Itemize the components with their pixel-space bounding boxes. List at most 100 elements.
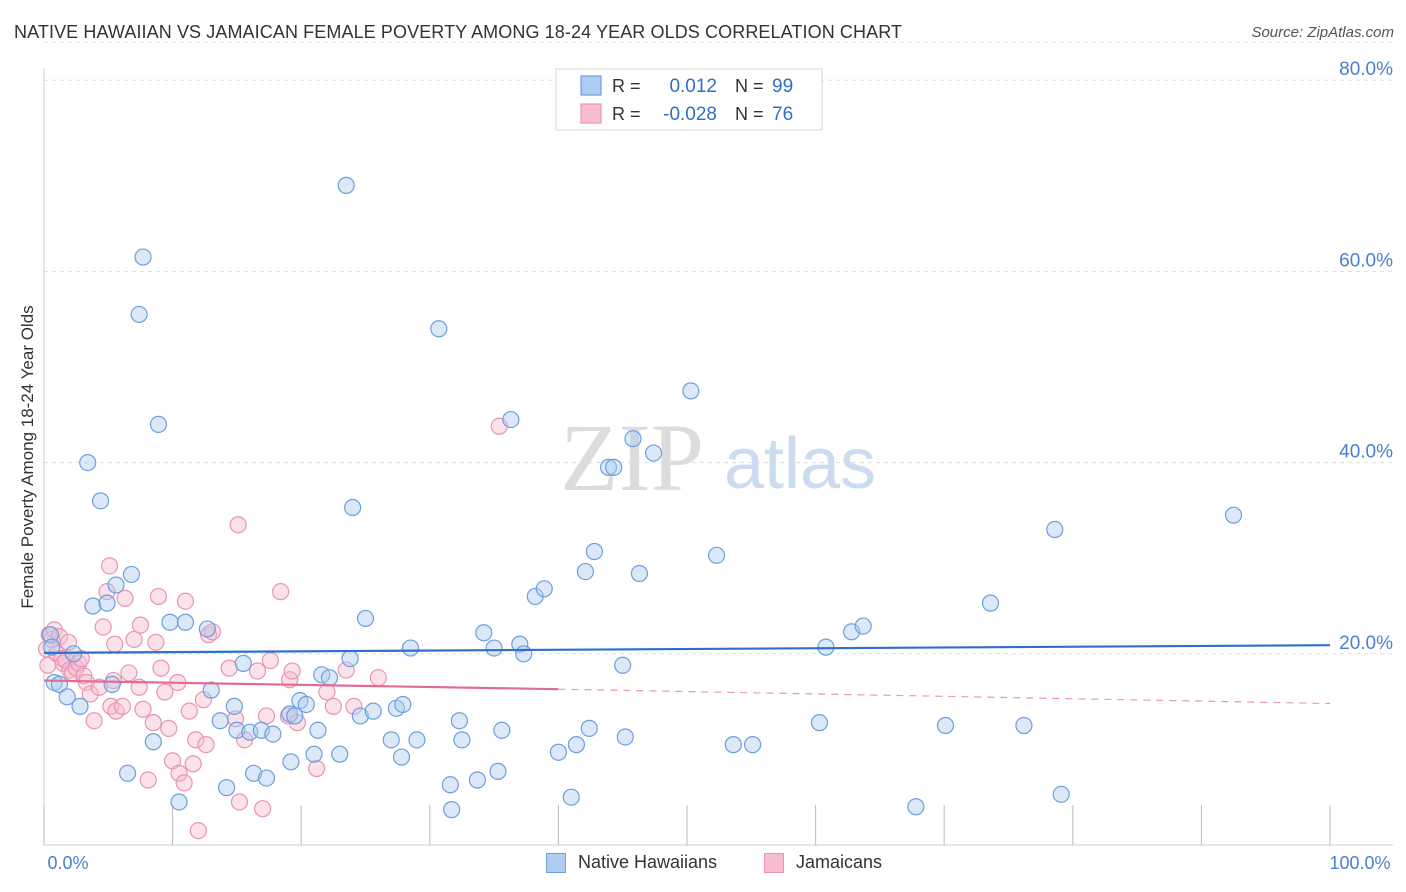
native-hawaiians-point — [91, 492, 110, 510]
native-hawaiians-point — [644, 444, 663, 462]
native-hawaiians-point — [616, 728, 634, 746]
watermark-zip: ZIP — [560, 404, 704, 511]
jamaicans-point — [175, 774, 193, 792]
chart-title: NATIVE HAWAIIAN VS JAMAICAN FEMALE POVER… — [14, 22, 903, 42]
y-tick-labels: 20.0% 40.0% 60.0% 80.0% — [1339, 59, 1393, 654]
jamaicans-point — [81, 685, 99, 703]
native-hawaiians-point — [149, 415, 168, 433]
legend-r-value-1: 0.012 — [669, 76, 717, 97]
native-hawaiians-point — [580, 719, 598, 737]
native-hawaiians-point — [1224, 506, 1243, 524]
native-hawaiians-point — [257, 769, 276, 787]
native-hawaiians-point — [394, 695, 412, 714]
native-hawaiians-point — [79, 454, 97, 472]
jamaicans-point — [248, 662, 267, 680]
y-tick-label: 80.0% — [1339, 59, 1393, 80]
jamaicans-point — [160, 719, 178, 737]
native-hawaiians-point — [305, 745, 323, 763]
native-hawaiians-point — [599, 458, 618, 476]
stats-legend: R = 0.012 N = 99 R = -0.028 N = 76 — [555, 68, 823, 131]
jamaicans-point — [100, 557, 119, 575]
native-hawaiians-point — [430, 320, 448, 338]
jamaicans-point — [39, 656, 57, 674]
legend-r-label-1: R = — [612, 76, 641, 96]
jamaicans-point — [324, 697, 342, 715]
x-tick-label-max: 100.0% — [1329, 853, 1390, 873]
legend-n-label-1: N = — [735, 76, 764, 96]
native-hawaiians-point — [493, 721, 511, 739]
native-hawaiians-point — [84, 597, 102, 615]
native-hawaiians-point — [511, 635, 529, 653]
native-hawaiians-point — [202, 681, 220, 699]
native-hawaiians-point — [605, 458, 623, 476]
native-hawaiians-point — [245, 764, 263, 782]
legend-item-native-hawaiians: Native Hawaiians — [546, 852, 717, 873]
native-hawaiians-point — [724, 736, 742, 754]
jamaicans-point — [272, 583, 290, 601]
jamaicans-point — [85, 712, 103, 730]
native-hawaiians-point — [211, 712, 229, 730]
jamaicans-point — [189, 822, 207, 840]
y-tick-label: 60.0% — [1339, 250, 1393, 271]
jamaicans-point — [257, 707, 276, 725]
native-hawaiians-point — [43, 638, 61, 656]
legend-item-jamaicans: Jamaicans — [764, 852, 882, 873]
native-hawaiians-point — [286, 707, 304, 725]
native-hawaiians-point — [130, 305, 148, 324]
native-hawaiians-point — [408, 731, 426, 749]
native-hawaiians-point — [515, 645, 533, 663]
jamaicans-point — [94, 618, 112, 636]
native-hawaiians-point — [364, 702, 382, 720]
legend-label-native-hawaiians: Native Hawaiians — [578, 852, 718, 872]
jamaicans-point — [152, 659, 170, 677]
jamaicans-point — [345, 697, 363, 715]
native-hawaiians-trendline — [43, 644, 1331, 654]
jamaicans-point — [131, 616, 150, 634]
y-tick-label: 40.0% — [1339, 442, 1393, 463]
native-hawaiians-point — [707, 546, 726, 564]
jamaicans-point — [116, 589, 134, 607]
native-hawaiians-point — [489, 762, 507, 780]
native-hawaiians-point — [450, 712, 468, 730]
native-hawaiians-point — [854, 617, 872, 635]
legend-n-value-2: 76 — [772, 104, 793, 125]
native-hawaiians-point — [170, 793, 188, 811]
native-hawaiians-point — [453, 731, 471, 749]
jamaicans-point — [75, 667, 93, 685]
jamaicans-points — [37, 417, 508, 840]
jamaicans-point — [180, 702, 198, 720]
native-hawaiians-point — [122, 565, 141, 584]
native-hawaiians-point — [331, 745, 349, 763]
native-hawaiians-point — [382, 731, 400, 749]
native-hawaiians-point — [356, 609, 375, 628]
legend-n-value-1: 99 — [772, 76, 793, 97]
jamaicans-point — [187, 731, 205, 749]
x-tick-label-min: 0.0% — [47, 853, 88, 873]
jamaicans-point — [144, 714, 162, 732]
native-hawaiians-point — [392, 748, 411, 766]
jamaicans-point — [170, 764, 188, 782]
jamaicans-point — [113, 697, 132, 715]
jamaicans-point — [147, 633, 165, 651]
legend-label-jamaicans: Jamaicans — [796, 852, 883, 872]
legend-r-label-2: R = — [612, 104, 641, 124]
native-hawaiians-point — [576, 562, 595, 581]
native-hawaiians-point — [743, 736, 762, 754]
native-hawaiians-point — [441, 776, 459, 794]
jamaicans-point — [125, 630, 143, 649]
native-hawaiians-point — [98, 594, 116, 612]
native-hawaiians-point — [309, 721, 327, 739]
native-hawaiians-point — [297, 695, 315, 714]
jamaicans-point — [229, 516, 247, 534]
jamaicans-point — [230, 793, 249, 811]
y-tick-label: 20.0% — [1339, 633, 1393, 654]
axes — [43, 68, 1393, 846]
native-hawaiians-point — [810, 714, 829, 732]
jamaicans-point — [203, 623, 222, 641]
jamaicans-point — [308, 759, 326, 778]
native-hawaiians-point — [535, 580, 553, 598]
jamaicans-point — [283, 662, 301, 680]
native-hawaiians-point — [107, 576, 125, 594]
native-hawaiians-point — [58, 688, 76, 706]
native-hawaiians-point — [282, 753, 300, 771]
